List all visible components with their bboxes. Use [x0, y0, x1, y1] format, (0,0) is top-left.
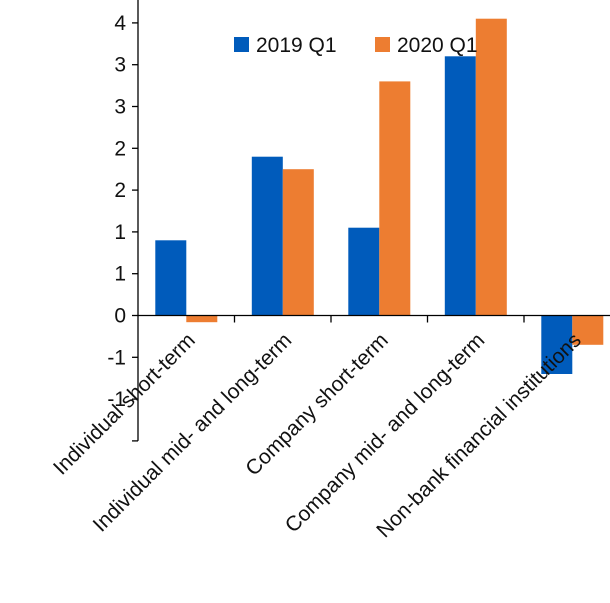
legend-swatch-2 [375, 37, 390, 52]
legend-swatch-1 [234, 37, 249, 52]
x-category-label: Company mid- and long-term [281, 329, 490, 538]
bar-series2-cat5 [572, 315, 604, 345]
bar-series1-cat2 [251, 156, 283, 316]
y-tick-label: 2 [114, 179, 126, 202]
bar-series2-cat2 [282, 169, 314, 316]
y-tick-label: -1 [107, 346, 126, 369]
y-tick-label: -1 [107, 388, 126, 411]
y-tick-label: 1 [114, 263, 126, 286]
bar-series2-cat4 [475, 18, 507, 316]
bar-series2-cat1 [186, 315, 218, 323]
legend-label-2: 2020 Q1 [397, 34, 478, 57]
y-tick-label: 2 [114, 137, 126, 160]
y-tick-label: 4 [114, 12, 126, 35]
y-tick-label: 3 [114, 96, 126, 119]
x-category-label: Non-bank financial institutions [372, 329, 586, 543]
bars-layer [155, 18, 604, 374]
y-tick-label: 1 [114, 221, 126, 244]
bar-series1-cat5 [541, 315, 573, 374]
bar-series1-cat1 [155, 240, 187, 316]
y-tick-label: 3 [114, 54, 126, 77]
bar-series2-cat3 [379, 81, 411, 316]
legend-label-1: 2019 Q1 [256, 34, 337, 57]
axes-layer [132, 0, 610, 442]
bar-series1-cat3 [348, 227, 380, 316]
bar-series1-cat4 [444, 56, 476, 316]
y-tick-label: 0 [114, 305, 126, 328]
legend: 2019 Q1 2020 Q1 [234, 34, 478, 57]
